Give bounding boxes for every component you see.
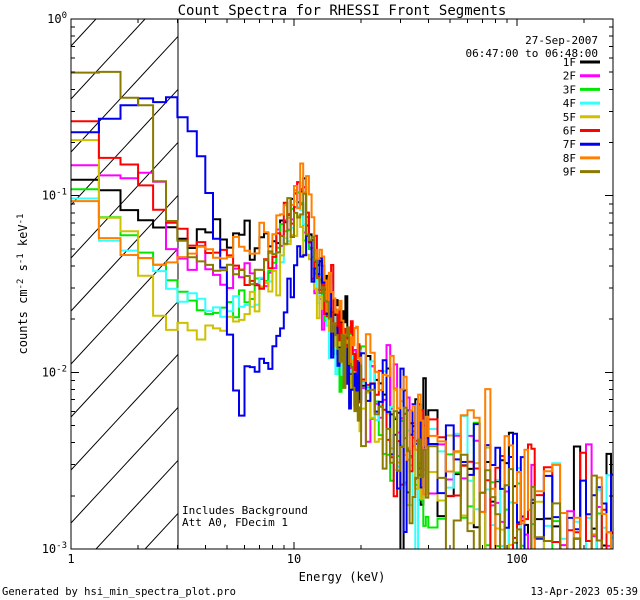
legend-item: 7F: [563, 138, 600, 151]
plot-frame: [70, 18, 614, 550]
legend-label: 7F: [563, 138, 576, 151]
background-note: Includes Background: [182, 504, 308, 517]
hatch-region: [71, 19, 178, 549]
hatch-line: [144, 513, 178, 549]
x-axis-label: Energy (keV): [299, 570, 386, 584]
legend-item: 2F: [563, 70, 600, 83]
hatch-line: [95, 460, 178, 549]
legend-item: 6F: [563, 125, 600, 138]
y-tick-label: 10-3: [42, 541, 67, 556]
series-9F: [71, 70, 603, 549]
x-tick-label: 1: [67, 552, 74, 566]
hatch-line: [71, 248, 178, 365]
legend-label: 8F: [563, 152, 576, 165]
hatch-line: [71, 354, 178, 471]
hatch-line: [71, 407, 178, 524]
x-tick-label: 100: [506, 552, 528, 566]
legend-item: 4F: [563, 97, 600, 110]
legend-item: 9F: [563, 166, 600, 179]
y-axis-label: counts cm-2​ s-1​ keV-1​: [16, 214, 30, 355]
hatch-line: [71, 89, 178, 206]
spectra-curves: [71, 70, 613, 549]
hatch-line: [71, 19, 146, 100]
series-8F: [71, 162, 612, 549]
series-7F: [71, 96, 613, 549]
axis-ticks: [70, 18, 613, 550]
date-annotation: 27-Sep-2007: [525, 34, 598, 47]
hatch-line: [71, 301, 178, 418]
legend-label: 5F: [563, 111, 576, 124]
x-tick-labels: 1 10 100: [67, 552, 527, 566]
y-tick-label: 10-1: [42, 188, 67, 203]
legend-item: 5F: [563, 111, 600, 124]
y-tick-label: 100: [47, 11, 67, 26]
time-interval-annotation: 06:47:00 to 06:48:00: [466, 47, 598, 60]
legend-label: 9F: [563, 166, 576, 179]
y-tick-label: 10-2: [42, 364, 67, 379]
footer-timestamp: 13-Apr-2023 05:39: [531, 586, 638, 598]
y-tick-labels: 100 10-1 10-2 10-3: [42, 11, 67, 556]
hatch-line: [71, 195, 178, 312]
legend-item: 8F: [563, 152, 600, 165]
hatch-line: [71, 36, 178, 153]
footer-program-name: Generated by hsi_min_spectra_plot.pro: [2, 586, 236, 598]
attenuator-note: Att A0, FDecim 1: [182, 516, 288, 529]
legend-label: 2F: [563, 70, 576, 83]
hatch-line: [71, 19, 97, 47]
hatch-line: [71, 142, 178, 259]
plot-title: Count Spectra for RHESSI Front Segments: [178, 3, 507, 19]
legend-label: 3F: [563, 83, 576, 96]
legend-label: 6F: [563, 125, 576, 138]
legend-item: 1F: [563, 56, 600, 69]
legend-label: 4F: [563, 97, 576, 110]
legend-item: 3F: [563, 83, 600, 96]
legend-label: 1F: [563, 56, 576, 69]
x-tick-label: 10: [287, 552, 301, 566]
